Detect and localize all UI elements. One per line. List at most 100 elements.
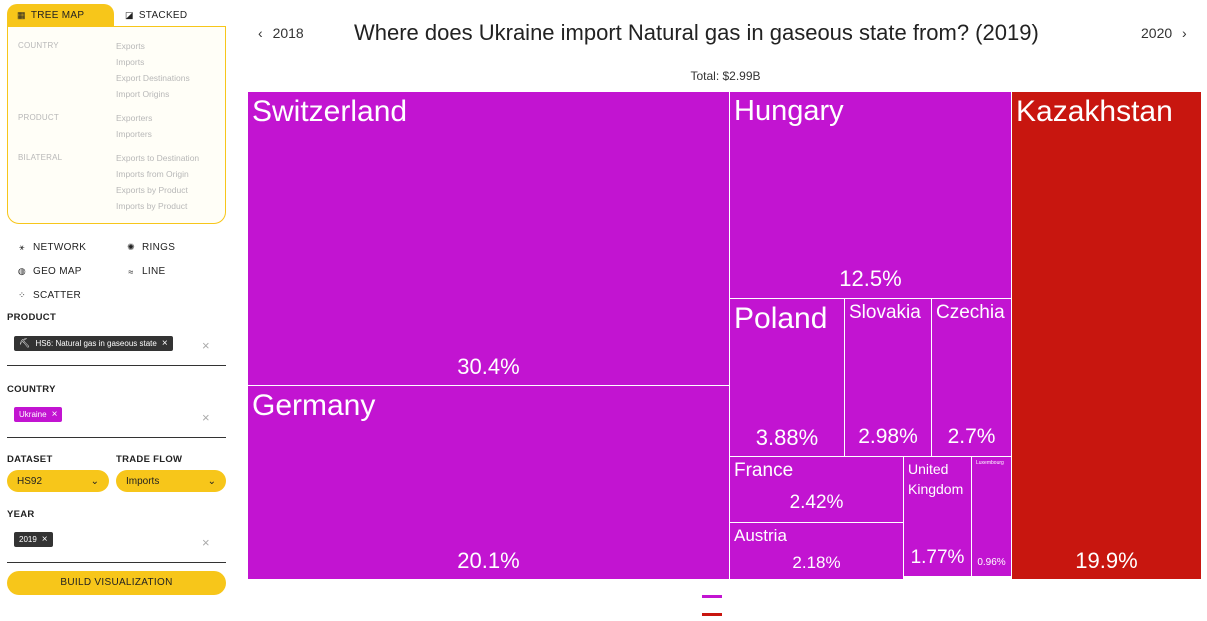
trade-flow-value: Imports [126, 475, 160, 487]
menu-section-bilateral: BILATERAL [18, 153, 63, 162]
swatch-asia [702, 613, 722, 616]
viz-rings[interactable]: ✺ RINGS [126, 242, 175, 253]
tile-percent: 2.18% [792, 553, 841, 572]
country-chip[interactable]: Ukraine × [14, 407, 63, 422]
scatter-icon: ⁘ [18, 290, 26, 300]
tile-percent: 30.4% [457, 354, 520, 379]
viz-label: LINE [142, 266, 166, 277]
divider [7, 437, 226, 438]
menu-item-import-origins[interactable]: Import Origins [116, 89, 170, 99]
menu-item-export-destinations[interactable]: Export Destinations [116, 73, 190, 83]
menu-section-country: COUNTRY [18, 41, 59, 50]
product-icon: ⛏ [19, 338, 31, 348]
menu-item-importers[interactable]: Importers [116, 129, 152, 139]
menu-item-imports[interactable]: Imports [116, 57, 145, 67]
chevron-left-icon: ‹ [258, 25, 263, 41]
chevron-down-icon: ⌄ [90, 475, 99, 487]
geo-map-icon: ◍ [17, 266, 27, 276]
dataset-label: DATASET [7, 454, 53, 465]
swatch-europe [702, 595, 722, 598]
menu-item-exports-by-product[interactable]: Exports by Product [116, 185, 188, 195]
tile-percent: 3.88% [755, 425, 819, 450]
menu-item-imports-by-product[interactable]: Imports by Product [116, 201, 188, 211]
menu-item-exports[interactable]: Exports [116, 41, 145, 51]
stacked-icon: ◪ [125, 9, 134, 20]
tile-percent: 1.77% [910, 547, 965, 568]
treemap-icon: ▦ [17, 9, 26, 20]
menu-panel: COUNTRY Exports Imports Export Destinati… [7, 26, 226, 224]
tile-percent: 0.96% [977, 557, 1006, 568]
next-year-link[interactable]: 2020 › [1141, 25, 1187, 41]
tile-luxembourg[interactable]: Luxembourg 0.96% [972, 457, 1012, 577]
tile-name: Germany [252, 389, 376, 422]
tile-percent: 19.9% [1075, 548, 1138, 573]
tile-united-kingdom[interactable]: United Kingdom 1.77% [904, 457, 972, 577]
tile-name: Austria [734, 526, 787, 545]
tile-name: France [734, 460, 794, 481]
next-year-label: 2020 [1141, 25, 1173, 41]
line-icon: ≈ [128, 266, 134, 277]
tile-kazakhstan[interactable]: Kazakhstan 19.9% [1012, 92, 1202, 580]
product-chip[interactable]: ⛏ HS6: Natural gas in gaseous state × [14, 336, 173, 351]
product-label: PRODUCT [7, 312, 57, 323]
viz-tabs: ▦ TREE MAP ◪ STACKED [7, 4, 227, 26]
country-label: COUNTRY [7, 384, 56, 395]
tab-tree-map[interactable]: ▦ TREE MAP [7, 4, 114, 26]
clear-year-icon[interactable]: × [202, 535, 210, 550]
prev-year-link[interactable]: ‹ 2018 [258, 25, 304, 41]
clear-product-icon[interactable]: × [202, 338, 210, 353]
trade-flow-select[interactable]: Imports ⌄ [116, 470, 226, 492]
viz-label: GEO MAP [33, 266, 82, 277]
tile-percent: 12.5% [839, 266, 902, 291]
menu-item-imports-from-origin[interactable]: Imports from Origin [116, 169, 189, 179]
rings-icon: ✺ [127, 242, 135, 252]
prev-year-label: 2018 [272, 25, 304, 41]
viz-label: RINGS [142, 242, 176, 253]
menu-section-product: PRODUCT [18, 113, 59, 122]
total-value: Total: $2.99B [690, 69, 761, 83]
tile-percent: 2.7% [947, 425, 996, 448]
tile-hungary[interactable]: Hungary 12.5% [730, 92, 1012, 299]
remove-product-icon[interactable]: × [161, 338, 168, 349]
remove-country-icon[interactable]: × [51, 409, 58, 420]
chevron-down-icon: ⌄ [207, 475, 216, 487]
tile-name: Poland [734, 302, 828, 335]
tile-slovakia[interactable]: Slovakia 2.98% [845, 299, 932, 457]
sidebar: ▦ TREE MAP ◪ STACKED COUNTRY Exports Imp… [0, 0, 235, 595]
tile-name: Hungary [734, 95, 844, 127]
dataset-value: HS92 [17, 475, 43, 487]
tile-name: Czechia [936, 302, 1005, 323]
country-chip-label: Ukraine [19, 410, 47, 419]
divider [7, 365, 226, 366]
year-chip[interactable]: 2019 × [14, 532, 53, 547]
tile-name: United Kingdom [908, 461, 964, 497]
divider [7, 562, 226, 563]
dataset-select[interactable]: HS92 ⌄ [7, 470, 109, 492]
tile-germany[interactable]: Germany 20.1% [248, 386, 730, 580]
treemap: Switzerland 30.4% Germany 20.1% Hungary 12.5%… [248, 92, 1202, 580]
viz-label: SCATTER [33, 290, 82, 301]
tab-label: STACKED [138, 9, 188, 21]
menu-item-exporters[interactable]: Exporters [116, 113, 153, 123]
year-label: YEAR [7, 509, 35, 520]
viz-network[interactable]: ⚹ NETWORK [17, 242, 86, 253]
page-title: Where does Ukraine import Natural gas in… [354, 20, 1039, 45]
tile-switzerland[interactable]: Switzerland 30.4% [248, 92, 730, 386]
remove-year-icon[interactable]: × [41, 534, 48, 545]
tile-percent: 2.98% [858, 425, 918, 448]
viz-line[interactable]: ≈ LINE [126, 266, 165, 277]
tile-france[interactable]: France 2.42% [730, 457, 904, 523]
tile-percent: 2.42% [789, 492, 844, 513]
tab-stacked[interactable]: ◪ STACKED [125, 4, 187, 26]
tile-austria[interactable]: Austria 2.18% [730, 523, 904, 580]
viz-scatter[interactable]: ⁘ SCATTER [17, 290, 81, 301]
network-icon: ⚹ [19, 242, 25, 252]
clear-country-icon[interactable]: × [202, 410, 210, 425]
tile-czechia[interactable]: Czechia 2.7% [932, 299, 1012, 457]
tile-poland[interactable]: Poland 3.88% [730, 299, 845, 457]
menu-item-exports-to-destination[interactable]: Exports to Destination [116, 153, 200, 163]
chevron-right-icon: › [1182, 25, 1187, 41]
build-visualization-button[interactable]: BUILD VISUALIZATION [7, 571, 226, 595]
trade-flow-label: TRADE FLOW [116, 454, 183, 465]
viz-geo-map[interactable]: ◍ GEO MAP [17, 266, 82, 277]
